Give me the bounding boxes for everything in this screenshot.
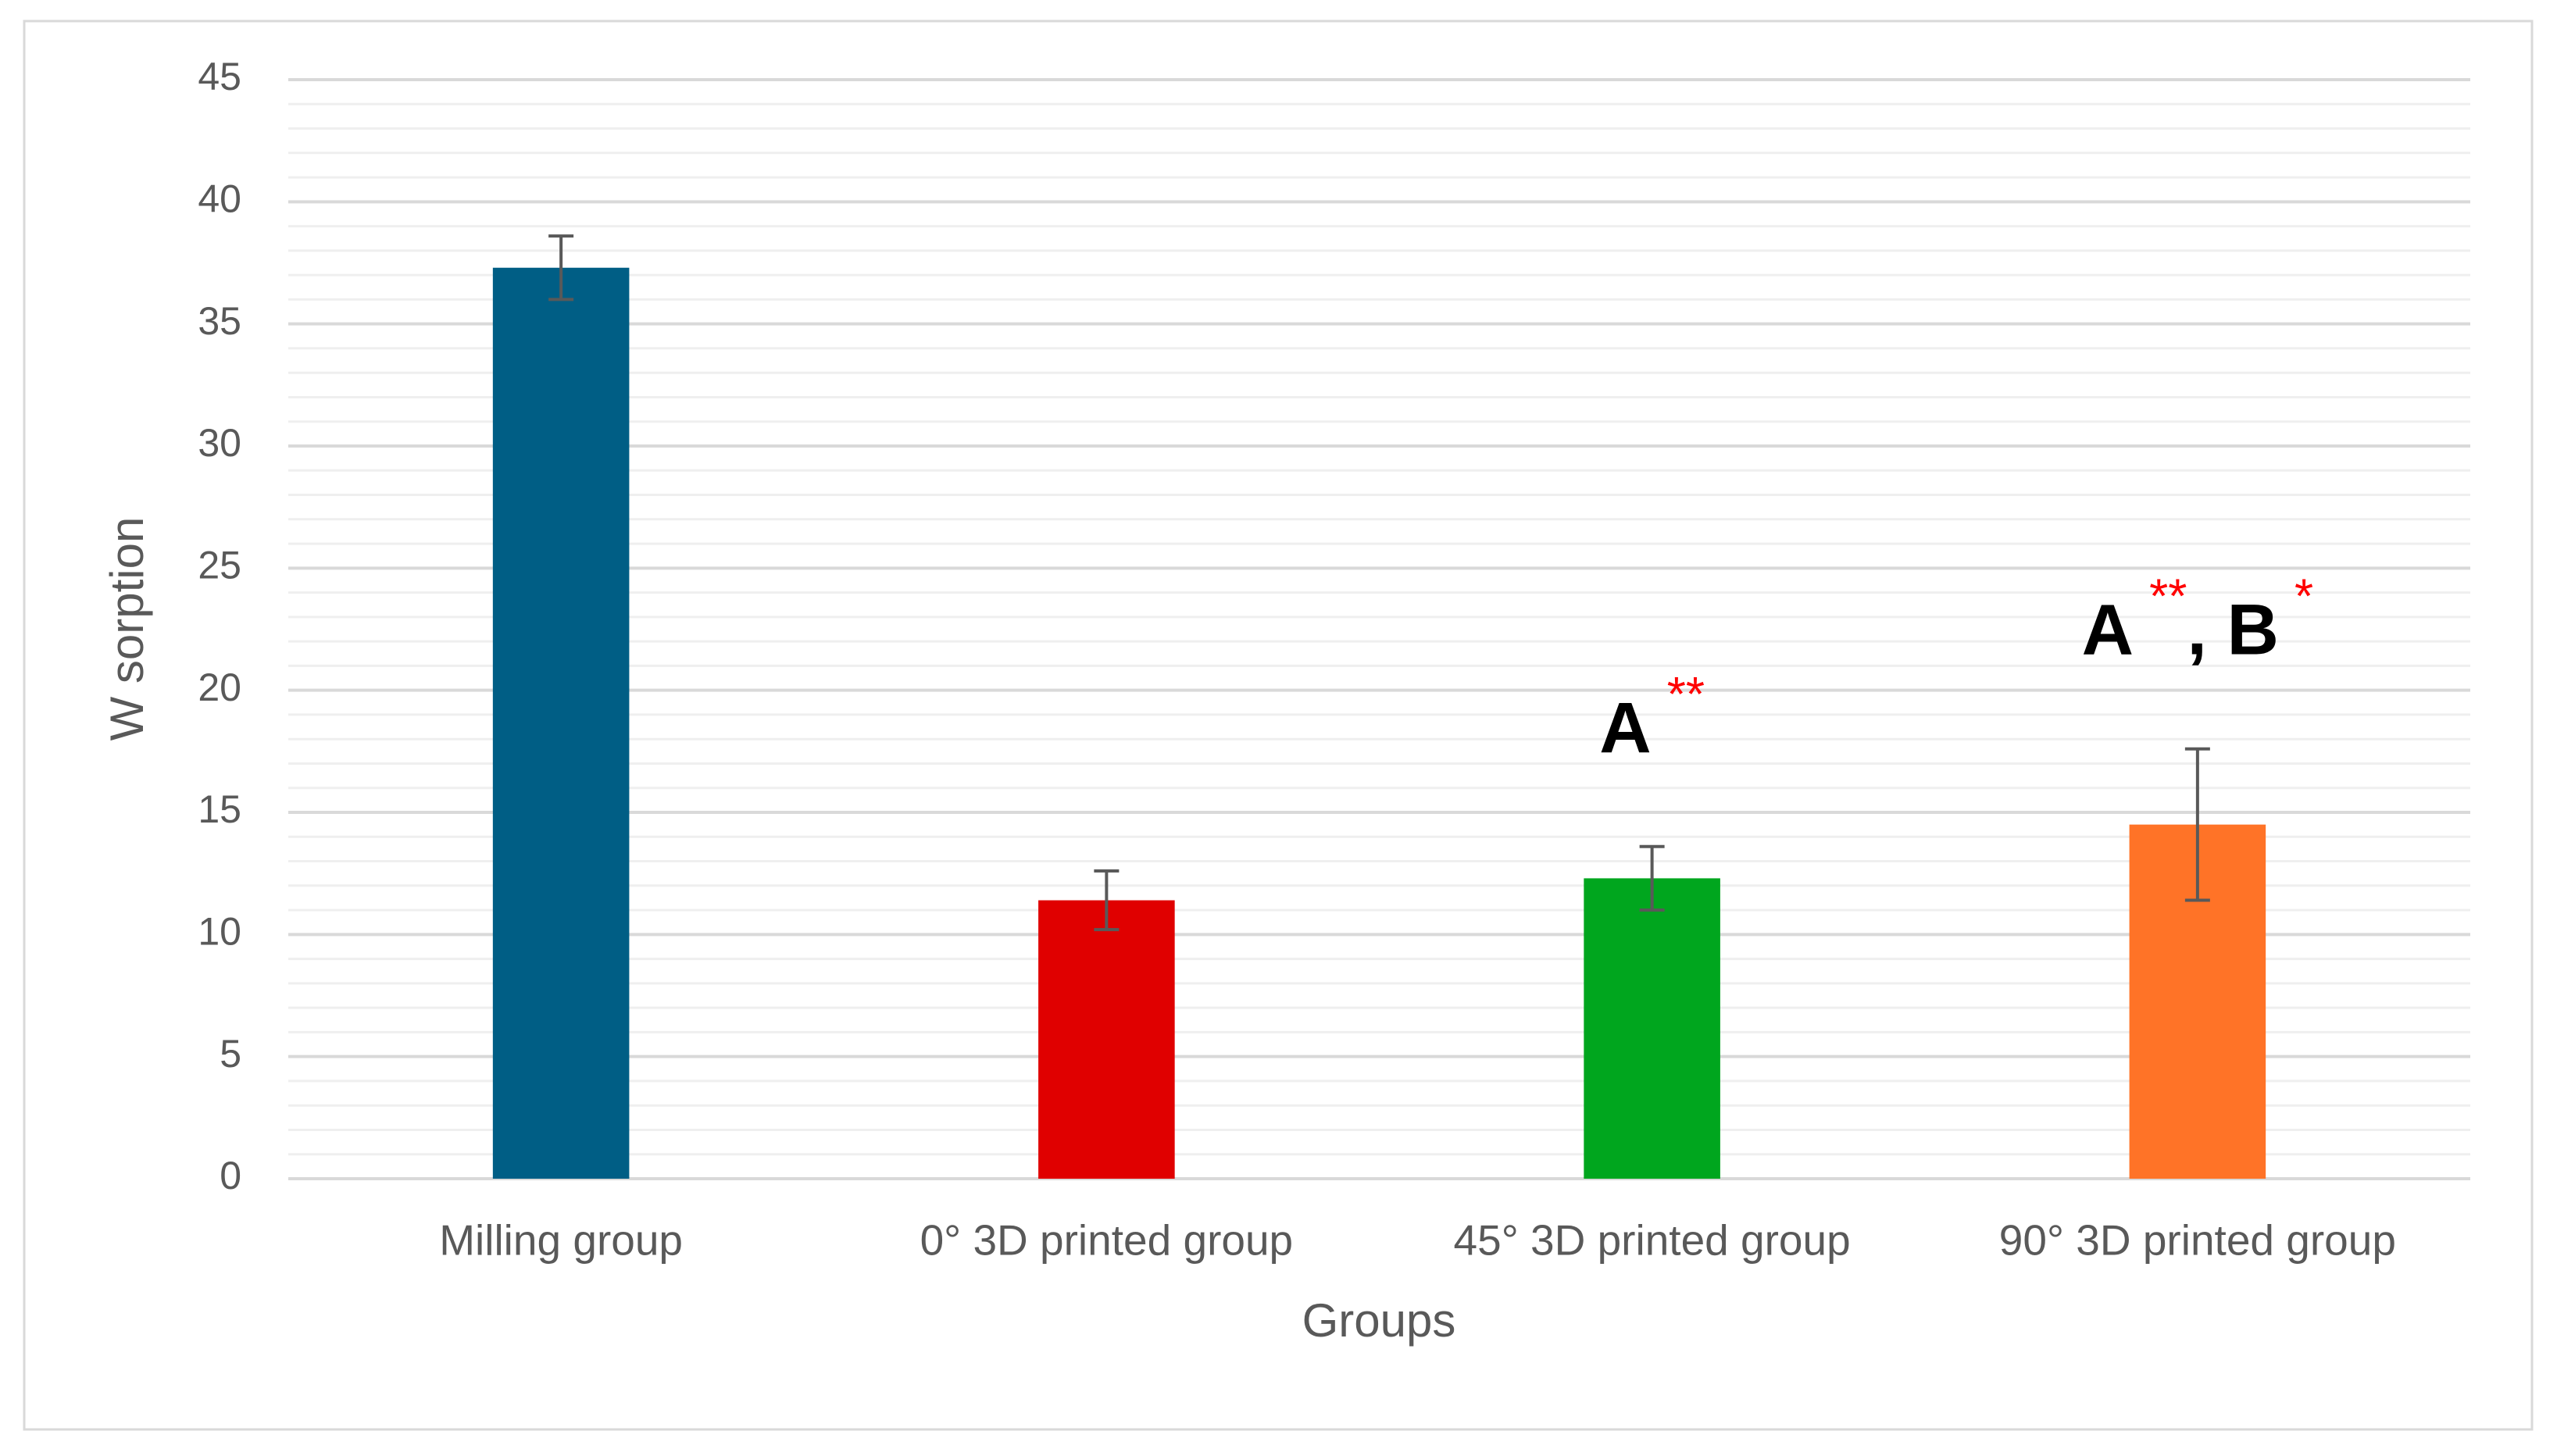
bar bbox=[1584, 878, 1720, 1179]
annotation-star: ** bbox=[1667, 668, 1705, 722]
y-tick-label: 5 bbox=[220, 1032, 241, 1076]
y-axis-title: W sorption bbox=[101, 517, 153, 741]
bar bbox=[492, 267, 630, 1179]
y-tick-label: 15 bbox=[198, 787, 241, 831]
x-tick-label: 90° 3D printed group bbox=[1999, 1216, 2396, 1265]
y-tick-label: 10 bbox=[198, 910, 241, 954]
error-bar bbox=[1094, 869, 1120, 932]
y-tick-label: 45 bbox=[198, 55, 241, 98]
annotation-letter: A bbox=[2082, 591, 2134, 670]
x-tick-label: 0° 3D printed group bbox=[920, 1216, 1294, 1265]
annotation-letter: , B bbox=[2187, 591, 2279, 670]
annotation-letter: A bbox=[1599, 688, 1651, 768]
y-tick-label: 0 bbox=[220, 1154, 241, 1197]
x-axis-title: Groups bbox=[1302, 1294, 1456, 1347]
annotation-star: ** bbox=[2149, 570, 2187, 624]
y-tick-label: 35 bbox=[198, 299, 241, 343]
annotation-star: * bbox=[2295, 570, 2313, 624]
y-tick-label: 30 bbox=[198, 421, 241, 465]
y-tick-label: 40 bbox=[198, 177, 241, 221]
annotation: A **, B * bbox=[2082, 570, 2313, 670]
annotation: A ** bbox=[1599, 668, 1705, 768]
bar bbox=[1038, 900, 1175, 1179]
error-bar bbox=[2184, 747, 2210, 902]
x-tick-label: 45° 3D printed group bbox=[1454, 1216, 1851, 1265]
chart-border bbox=[23, 20, 2534, 1431]
error-bar bbox=[1639, 844, 1665, 912]
y-tick-label: 20 bbox=[198, 666, 241, 709]
y-tick-label: 25 bbox=[198, 544, 241, 587]
x-tick-label: Milling group bbox=[439, 1216, 683, 1265]
error-bar bbox=[548, 234, 574, 302]
